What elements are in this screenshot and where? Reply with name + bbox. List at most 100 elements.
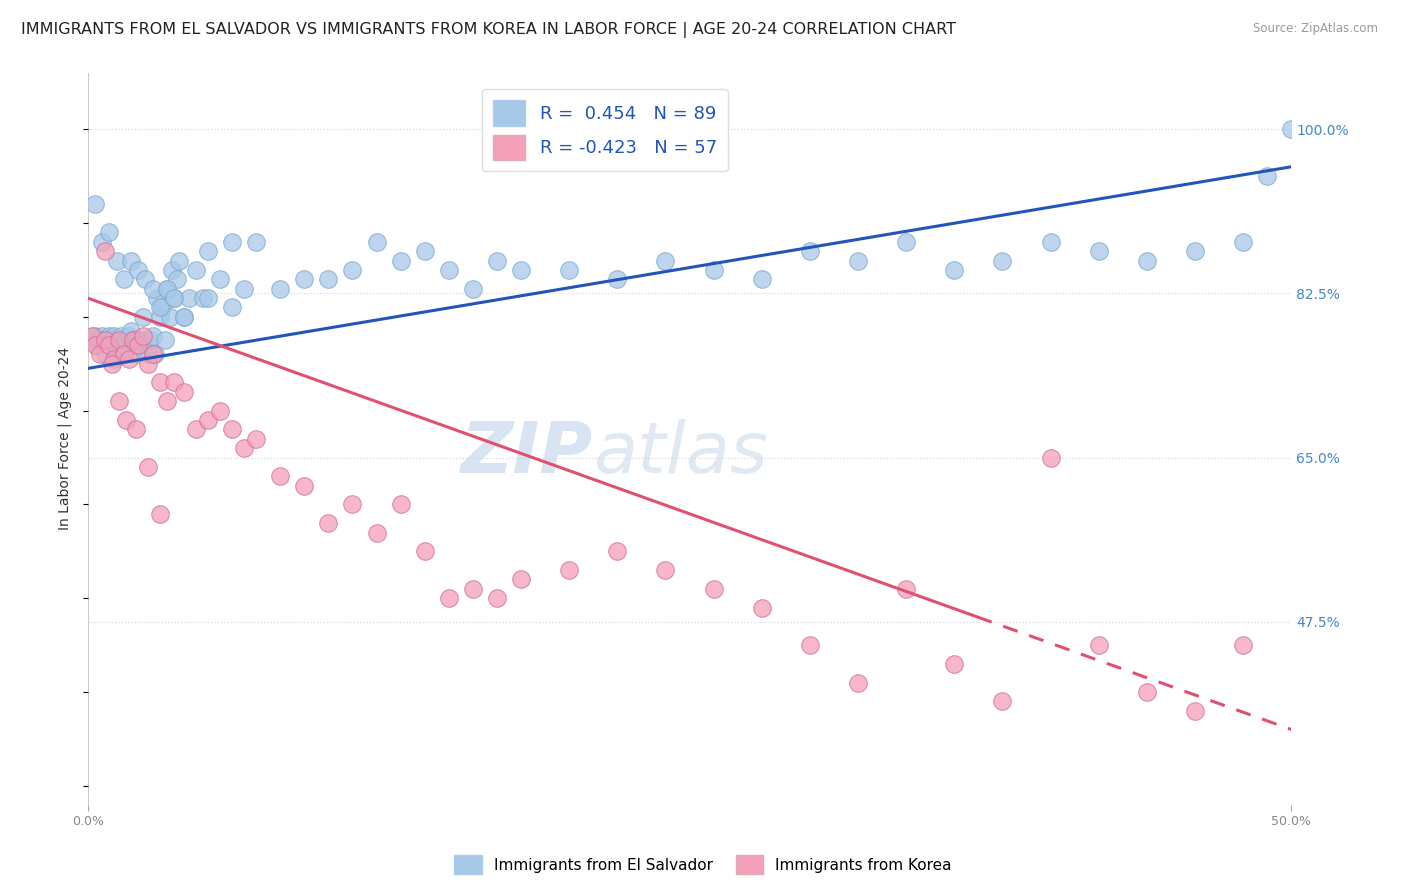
Point — [703, 263, 725, 277]
Point — [156, 282, 179, 296]
Point — [846, 675, 869, 690]
Point — [163, 376, 186, 390]
Point — [134, 333, 156, 347]
Point — [846, 253, 869, 268]
Point — [292, 272, 315, 286]
Point — [122, 333, 145, 347]
Point — [149, 310, 172, 324]
Point — [366, 525, 388, 540]
Point — [93, 333, 115, 347]
Point — [245, 235, 267, 249]
Point — [221, 235, 243, 249]
Point — [105, 347, 128, 361]
Point — [1256, 169, 1278, 183]
Point — [1184, 244, 1206, 259]
Point — [127, 263, 149, 277]
Point — [209, 272, 232, 286]
Point — [437, 263, 460, 277]
Point — [799, 638, 821, 652]
Point — [413, 544, 436, 558]
Point — [105, 253, 128, 268]
Point — [108, 394, 131, 409]
Point — [112, 347, 135, 361]
Text: Source: ZipAtlas.com: Source: ZipAtlas.com — [1253, 22, 1378, 36]
Point — [139, 333, 162, 347]
Point — [89, 347, 111, 361]
Point — [318, 272, 340, 286]
Text: IMMIGRANTS FROM EL SALVADOR VS IMMIGRANTS FROM KOREA IN LABOR FORCE | AGE 20-24 : IMMIGRANTS FROM EL SALVADOR VS IMMIGRANT… — [21, 22, 956, 38]
Point — [799, 244, 821, 259]
Point — [751, 600, 773, 615]
Point — [143, 347, 166, 361]
Point — [89, 333, 111, 347]
Point — [166, 272, 188, 286]
Point — [98, 338, 121, 352]
Point — [160, 263, 183, 277]
Point — [197, 244, 219, 259]
Point — [136, 347, 159, 361]
Point — [98, 328, 121, 343]
Point — [83, 197, 105, 211]
Point — [389, 497, 412, 511]
Point — [318, 516, 340, 531]
Point — [82, 328, 104, 343]
Point — [136, 357, 159, 371]
Point — [167, 253, 190, 268]
Point — [173, 384, 195, 399]
Point — [142, 347, 165, 361]
Point — [389, 253, 412, 268]
Point — [197, 291, 219, 305]
Point — [93, 244, 115, 259]
Point — [894, 235, 917, 249]
Point — [184, 263, 207, 277]
Point — [149, 301, 172, 315]
Point — [156, 282, 179, 296]
Point — [991, 694, 1014, 708]
Point — [83, 338, 105, 352]
Point — [163, 291, 186, 305]
Point — [100, 357, 122, 371]
Point — [120, 253, 142, 268]
Point — [132, 310, 155, 324]
Point — [122, 333, 145, 347]
Point — [173, 310, 195, 324]
Point — [91, 235, 114, 249]
Point — [149, 376, 172, 390]
Point — [221, 301, 243, 315]
Point — [96, 333, 118, 347]
Point — [991, 253, 1014, 268]
Point — [127, 338, 149, 352]
Point — [1087, 244, 1109, 259]
Point — [125, 347, 148, 361]
Point — [136, 459, 159, 474]
Point — [943, 263, 966, 277]
Point — [98, 226, 121, 240]
Point — [461, 582, 484, 596]
Point — [437, 591, 460, 606]
Point — [1232, 235, 1254, 249]
Point — [193, 291, 215, 305]
Point — [292, 478, 315, 492]
Point — [269, 282, 291, 296]
Point — [1039, 450, 1062, 465]
Point — [1039, 235, 1062, 249]
Point — [86, 338, 108, 352]
Point — [221, 422, 243, 436]
Point — [558, 263, 581, 277]
Legend: R =  0.454   N = 89, R = -0.423   N = 57: R = 0.454 N = 89, R = -0.423 N = 57 — [482, 89, 728, 171]
Point — [1279, 122, 1302, 136]
Point — [117, 352, 139, 367]
Point — [366, 235, 388, 249]
Text: ZIP: ZIP — [461, 419, 593, 488]
Point — [146, 291, 169, 305]
Point — [654, 253, 676, 268]
Point — [654, 563, 676, 577]
Point — [342, 263, 364, 277]
Point — [153, 333, 176, 347]
Point — [269, 469, 291, 483]
Point — [233, 441, 256, 455]
Point — [108, 333, 131, 347]
Point — [197, 413, 219, 427]
Point — [245, 432, 267, 446]
Point — [120, 324, 142, 338]
